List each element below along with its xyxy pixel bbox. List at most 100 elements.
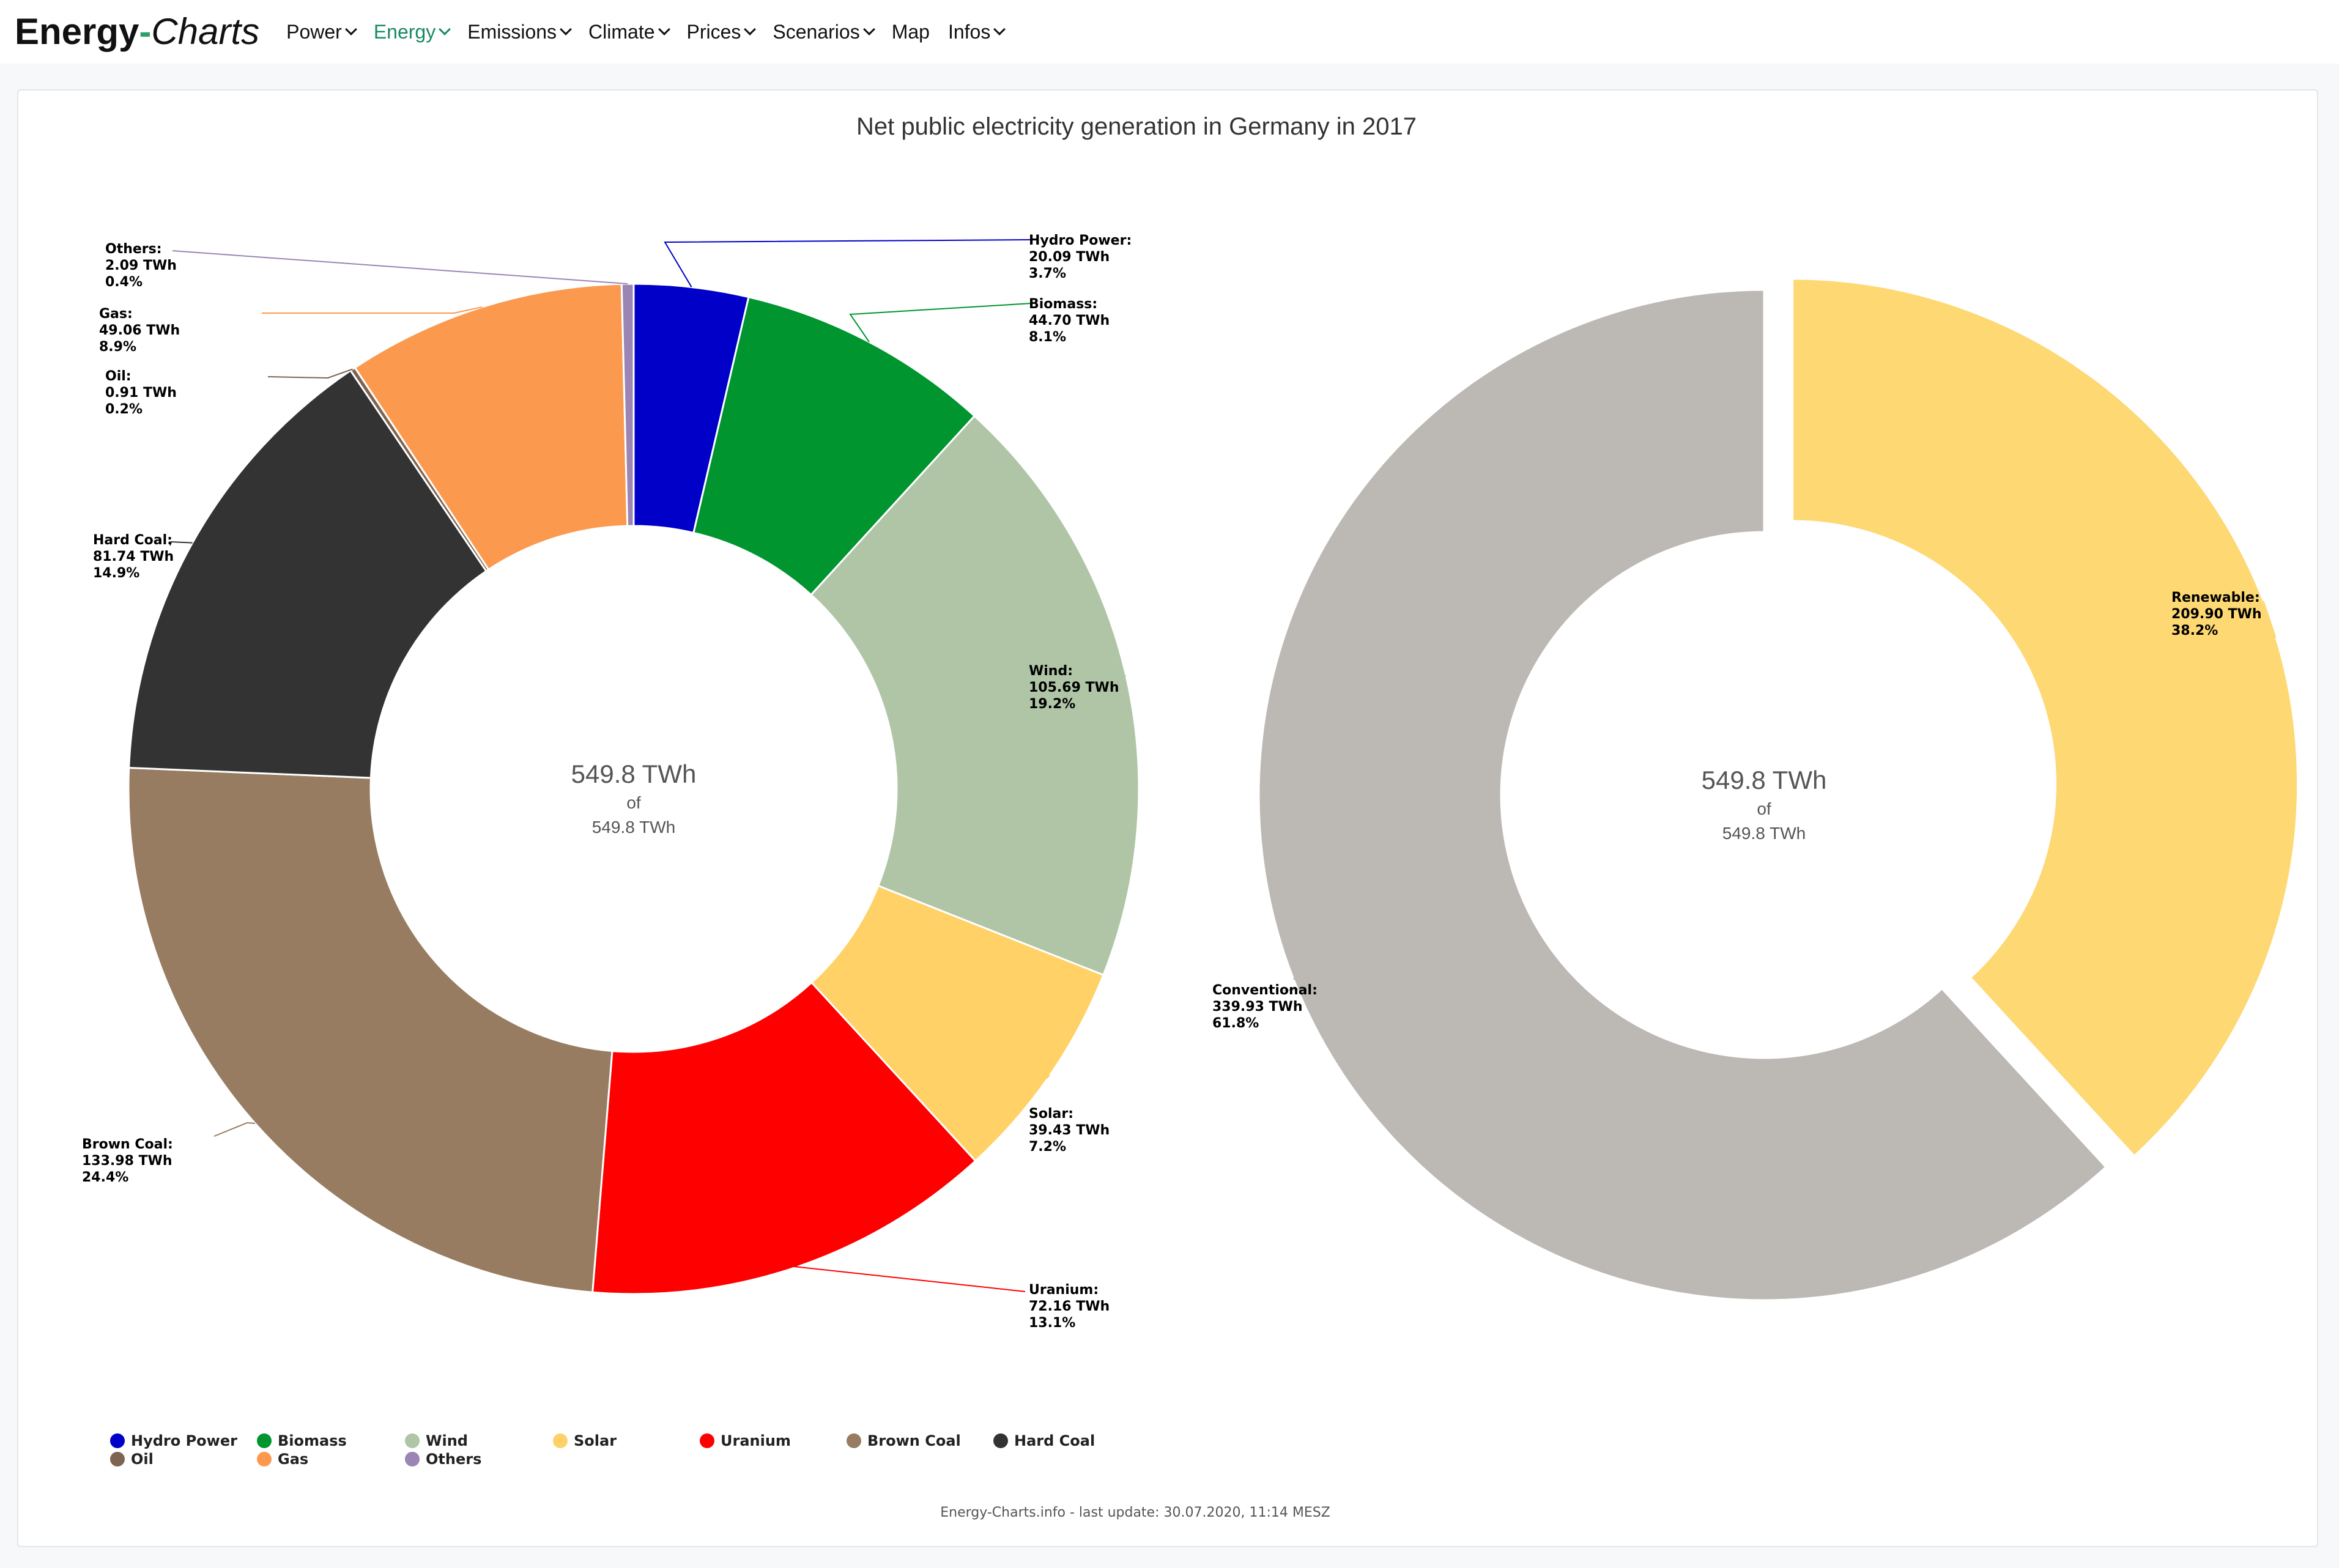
data-label-wind: Wind: 105.69 TWh 19.2% xyxy=(1029,664,1119,712)
menu-map-label: Map xyxy=(891,20,930,43)
chart-card: Net public electricity generation in Ger… xyxy=(17,89,2318,1547)
legend-item-uranium[interactable]: Uranium xyxy=(700,1432,791,1449)
menu-emissions[interactable]: Emissions xyxy=(467,20,572,43)
menu-prices-label: Prices xyxy=(686,20,741,43)
menu-energy-label: Energy xyxy=(373,20,436,43)
chevron-down-icon xyxy=(439,23,451,35)
legend-item-wind[interactable]: Wind xyxy=(405,1432,468,1449)
legend-label-hydro-power: Hydro Power xyxy=(131,1432,237,1449)
data-label-value-uranium: 72.16 TWh xyxy=(1029,1299,1110,1314)
slice-gas[interactable] xyxy=(354,283,629,571)
pie-renewable-vs-conventional: Renewable: 209.90 TWh 38.2% Conventional: 33… xyxy=(1212,278,2299,1301)
menu-power-label: Power xyxy=(286,20,342,43)
logo-text-charts: Charts xyxy=(151,11,260,52)
connector-brown-coal xyxy=(213,1122,256,1137)
data-label-percent-oil: 0.2% xyxy=(105,402,143,417)
top-navbar: Energy - Charts Power Energy Emissions Cli… xyxy=(0,0,2339,64)
data-label-percent-biomass: 8.1% xyxy=(1029,330,1066,345)
connector-renewable xyxy=(2207,600,2277,638)
data-label-percent-conventional: 61.8% xyxy=(1212,1016,1259,1031)
legend-item-brown-coal[interactable]: Brown Coal xyxy=(847,1432,961,1449)
legend-marker-wind xyxy=(405,1433,420,1448)
site-logo[interactable]: Energy - Charts xyxy=(15,13,259,50)
data-label-name-biomass: Biomass: xyxy=(1029,297,1097,312)
chevron-down-icon xyxy=(658,23,670,35)
chart-legend: Hydro Power Biomass Wind Solar Uranium Brown … xyxy=(110,1432,1095,1468)
data-label-conventional: Conventional: 339.93 TWh 61.8% xyxy=(1212,983,1318,1031)
pie-generation-by-source: Hydro Power: 20.09 TWh 3.7% Biomass: 44.70 T… xyxy=(82,233,1140,1331)
data-label-name-others: Others: xyxy=(105,242,162,257)
data-label-percent-hard-coal: 14.9% xyxy=(93,566,139,581)
data-label-uranium: Uranium: 72.16 TWh 13.1% xyxy=(1029,1282,1110,1331)
menu-scenarios[interactable]: Scenarios xyxy=(773,21,875,43)
connector-hydro-power xyxy=(664,239,1032,287)
menu-prices[interactable]: Prices xyxy=(686,20,757,43)
data-label-name-renewable: Renewable: xyxy=(2171,590,2260,605)
chevron-down-icon xyxy=(744,23,757,35)
data-label-solar: Solar: 39.43 TWh 7.2% xyxy=(1029,1106,1110,1155)
legend-item-hard-coal[interactable]: Hard Coal xyxy=(993,1432,1095,1449)
slice-hard-coal[interactable] xyxy=(128,369,488,779)
menu-climate[interactable]: Climate xyxy=(588,21,670,43)
menu-emissions-label: Emissions xyxy=(467,20,557,43)
legend-item-biomass[interactable]: Biomass xyxy=(257,1432,347,1449)
menu-map[interactable]: Map xyxy=(892,21,930,43)
menu-power[interactable]: Power xyxy=(286,20,357,43)
menu-energy[interactable]: Energy xyxy=(373,20,451,43)
data-label-percent-wind: 19.2% xyxy=(1029,697,1075,712)
chart-title: Net public electricity generation in Ger… xyxy=(856,113,1417,140)
data-label-name-solar: Solar: xyxy=(1029,1106,1073,1122)
slice-renewable[interactable] xyxy=(1792,278,2299,1158)
logo-dash: - xyxy=(139,11,152,52)
legend-label-biomass: Biomass xyxy=(278,1432,347,1449)
data-label-brown-coal: Brown Coal: 133.98 TWh 24.4% xyxy=(82,1137,173,1185)
legend-marker-brown-coal xyxy=(847,1433,861,1448)
connector-uranium xyxy=(765,1263,1026,1292)
chevron-down-icon xyxy=(993,23,1006,35)
menu-infos-label: Infos xyxy=(947,20,991,43)
connector-oil xyxy=(267,368,353,379)
slice-wind[interactable] xyxy=(809,415,1140,977)
slice-biomass[interactable] xyxy=(692,295,976,596)
legend-item-hydro-power[interactable]: Hydro Power xyxy=(110,1432,237,1449)
center-of-label: of xyxy=(626,793,641,812)
data-label-value-conventional: 339.93 TWh xyxy=(1212,999,1303,1015)
legend-label-gas: Gas xyxy=(278,1451,308,1468)
legend-marker-hard-coal xyxy=(993,1433,1008,1448)
data-label-gas: Gas: 49.06 TWh 8.9% xyxy=(99,306,180,355)
slice-brown-coal[interactable] xyxy=(127,766,613,1293)
menu-infos[interactable]: Infos xyxy=(947,20,1006,43)
legend-label-oil: Oil xyxy=(131,1451,154,1468)
legend-label-brown-coal: Brown Coal xyxy=(867,1432,961,1449)
legend-label-uranium: Uranium xyxy=(721,1432,791,1449)
center-of-label: of xyxy=(1757,799,1771,818)
legend-item-oil[interactable]: Oil xyxy=(110,1451,154,1468)
data-label-value-gas: 49.06 TWh xyxy=(99,323,180,338)
data-label-name-gas: Gas: xyxy=(99,306,133,322)
legend-marker-biomass xyxy=(257,1433,272,1448)
connector-conventional xyxy=(1283,977,1313,991)
data-label-name-oil: Oil: xyxy=(105,369,132,384)
data-label-renewable: Renewable: 209.90 TWh 38.2% xyxy=(2171,590,2262,638)
data-label-name-conventional: Conventional: xyxy=(1212,983,1318,998)
legend-item-gas[interactable]: Gas xyxy=(257,1451,308,1468)
data-label-percent-uranium: 13.1% xyxy=(1029,1315,1075,1331)
data-label-value-others: 2.09 TWh xyxy=(105,258,177,273)
legend-item-others[interactable]: Others xyxy=(405,1451,481,1468)
data-label-name-wind: Wind: xyxy=(1029,664,1073,679)
center-total-reference: 549.8 TWh xyxy=(592,818,675,837)
chart-credits: Energy-Charts.info - last update: 30.07.… xyxy=(940,1505,1330,1520)
data-label-value-renewable: 209.90 TWh xyxy=(2171,607,2262,622)
data-label-others: Others: 2.09 TWh 0.4% xyxy=(105,242,177,290)
legend-label-others: Others xyxy=(426,1451,481,1468)
legend-marker-oil xyxy=(110,1452,125,1466)
connector-biomass xyxy=(849,303,1032,342)
data-label-value-solar: 39.43 TWh xyxy=(1029,1123,1110,1138)
legend-item-solar[interactable]: Solar xyxy=(553,1432,617,1449)
slice-uranium[interactable] xyxy=(591,981,977,1295)
legend-marker-others xyxy=(405,1452,420,1466)
connector-hard-coal xyxy=(169,541,193,546)
slice-conventional[interactable] xyxy=(1258,289,2107,1301)
logo-text-energy: Energy xyxy=(15,11,139,52)
data-label-name-hard-coal: Hard Coal: xyxy=(93,533,172,548)
